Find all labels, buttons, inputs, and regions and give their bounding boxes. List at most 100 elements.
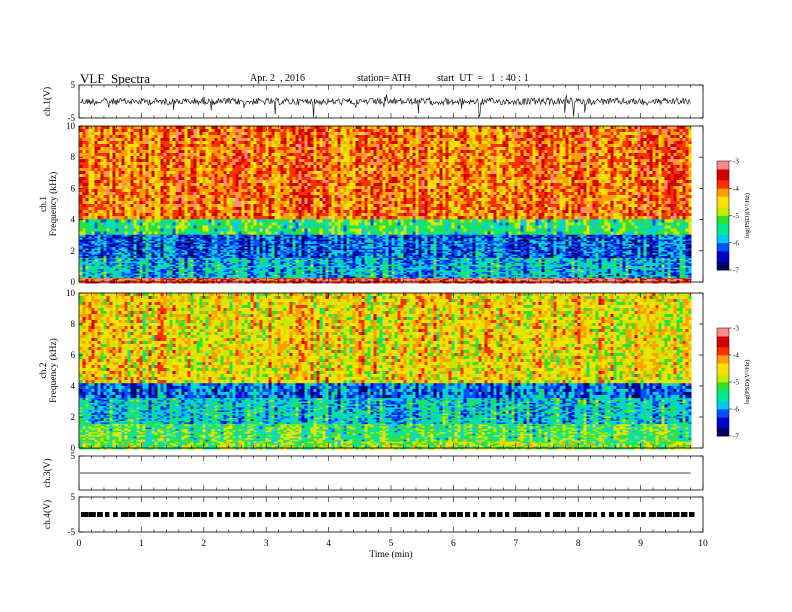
spectrogram-cell — [278, 263, 281, 265]
spectrogram-cell — [137, 277, 140, 279]
spectrogram-cell — [512, 259, 515, 261]
spectrogram-cell — [260, 262, 263, 264]
spectrogram-cell — [152, 269, 155, 271]
spectrogram-cell — [578, 275, 581, 277]
spectrogram-cell — [596, 275, 599, 277]
spectrogram-cell — [212, 279, 215, 281]
spectrogram-cell — [539, 266, 542, 268]
spectrogram-cell — [245, 265, 248, 267]
spectrogram-cell — [524, 279, 527, 281]
spectrogram-cell — [179, 268, 182, 270]
spectrogram-cell — [419, 260, 422, 262]
spectrogram-cell — [203, 266, 206, 268]
spectrogram-cell — [509, 274, 512, 276]
spectrogram-cell — [227, 275, 230, 277]
spectrogram-cell — [386, 269, 389, 271]
spectrogram-cell — [548, 265, 551, 267]
spectrogram-cell — [194, 271, 197, 273]
spectrogram-cell — [551, 263, 554, 265]
spectrogram-cell — [326, 266, 329, 268]
spectrogram-cell — [602, 269, 605, 271]
spectrogram-cell — [269, 266, 272, 268]
spectrogram-cell — [335, 259, 338, 261]
spectrogram-cell — [566, 274, 569, 276]
spectrogram-cell — [296, 265, 299, 267]
spectrogram-cell — [185, 271, 188, 273]
spectrogram-cell — [407, 275, 410, 277]
spectrogram-cell — [308, 277, 311, 279]
spectrogram-cell — [140, 260, 143, 262]
spectrogram-cell — [461, 277, 464, 279]
spectrogram-cell — [404, 265, 407, 267]
spectrogram-cell — [620, 271, 623, 273]
spectrogram-cell — [248, 279, 251, 281]
spectrogram-cell — [194, 272, 197, 274]
spectrogram-cell — [110, 269, 113, 271]
spectrogram-cell — [497, 272, 500, 274]
spectrogram-cell — [284, 279, 287, 281]
spectrogram-cell — [533, 266, 536, 268]
spectrogram-cell — [326, 265, 329, 267]
spectrogram-cell — [479, 274, 482, 276]
spectrogram-cell — [431, 275, 434, 277]
spectrogram-cell — [407, 274, 410, 276]
spectrogram-cell — [575, 269, 578, 271]
spectrogram-cell — [554, 260, 557, 262]
spectrogram-cell — [389, 274, 392, 276]
spectrogram-cell — [215, 263, 218, 265]
spectrogram-cell — [443, 265, 446, 267]
spectrogram-cell — [533, 279, 536, 281]
spectrogram-cell — [206, 279, 209, 281]
spectrogram-cell — [413, 272, 416, 274]
spectrogram-cell — [587, 259, 590, 261]
spectrogram-cell — [560, 275, 563, 277]
spectrogram-cell — [143, 262, 146, 264]
spectrogram-cell — [611, 265, 614, 267]
spectrogram-cell — [335, 260, 338, 262]
spectrogram-cell — [437, 272, 440, 274]
spectrogram-cell — [260, 272, 263, 274]
spectrogram-cell — [431, 279, 434, 281]
spectrogram-cell — [515, 263, 518, 265]
spectrogram-cell — [269, 271, 272, 273]
spectrogram-cell — [512, 265, 515, 267]
spectrogram-cell — [299, 262, 302, 264]
spectrogram-cell — [455, 274, 458, 276]
spectrogram-cell — [359, 269, 362, 271]
spectrogram-cell — [188, 271, 191, 273]
spectrogram-cell — [311, 262, 314, 264]
spectrogram-cell — [185, 263, 188, 265]
spectrogram-cell — [332, 260, 335, 262]
spectrogram-cell — [581, 272, 584, 274]
spectrogram-cell — [104, 263, 107, 265]
spectrogram-cell — [449, 271, 452, 273]
spectrogram-cell — [572, 262, 575, 264]
spectrogram-cell — [569, 274, 572, 276]
spectrogram-cell — [434, 275, 437, 277]
spectrogram-cell — [347, 263, 350, 265]
spectrogram-cell — [611, 266, 614, 268]
spectrogram-cell — [422, 271, 425, 273]
spectrogram-cell — [548, 260, 551, 262]
spectrogram-cell — [284, 268, 287, 270]
spectrogram-cell — [557, 268, 560, 270]
spectrogram-cell — [401, 277, 404, 279]
spectrogram-cell — [626, 277, 629, 279]
spectrogram-cell — [383, 263, 386, 265]
spectrogram-cell — [293, 269, 296, 271]
spectrogram-cell — [299, 260, 302, 262]
spectrogram-cell — [104, 277, 107, 279]
spectrogram-cell — [356, 271, 359, 273]
spectrogram-cell — [479, 275, 482, 277]
spectrogram-cell — [599, 265, 602, 267]
spectrogram-cell — [590, 263, 593, 265]
spectrogram-cell — [623, 275, 626, 277]
spectrogram-cell — [506, 265, 509, 267]
spectrogram-cell — [254, 277, 257, 279]
spectrogram-cell — [236, 268, 239, 270]
spectrogram-cell — [191, 259, 194, 261]
spectrogram-cell — [536, 259, 539, 261]
spectrogram-cell — [263, 279, 266, 281]
spectrogram-cell — [431, 277, 434, 279]
spectrogram-cell — [602, 275, 605, 277]
